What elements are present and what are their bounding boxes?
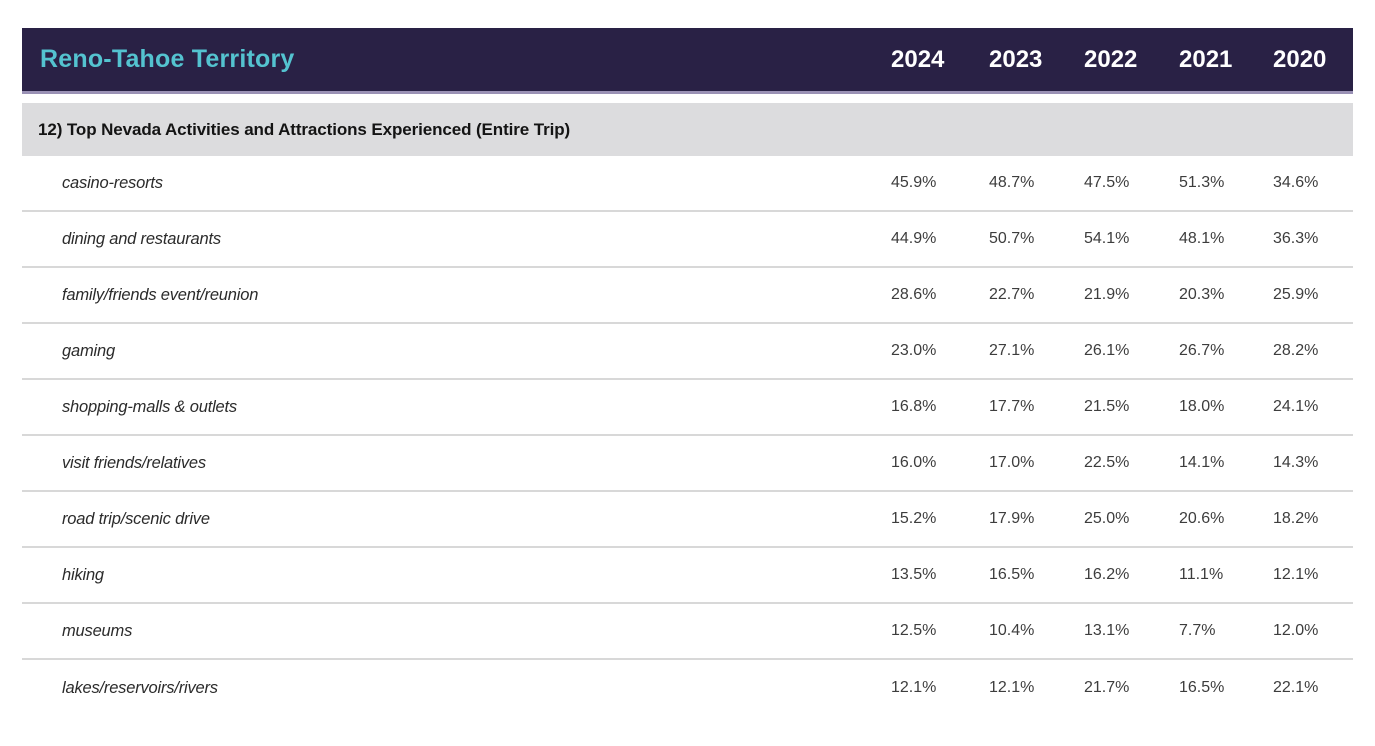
activities-table: Reno-Tahoe Territory 2024 2023 2022 2021… bbox=[22, 28, 1353, 716]
value-2022: 22.5% bbox=[1084, 454, 1130, 471]
value-2024: 12.1% bbox=[891, 679, 937, 696]
year-column-2022: 2022 bbox=[1084, 45, 1138, 73]
table-row: hiking 13.5% 16.5% 16.2% 11.1% 12.1% bbox=[22, 548, 1353, 604]
year-column-2024: 2024 bbox=[891, 45, 945, 73]
value-2023: 50.7% bbox=[989, 230, 1035, 247]
value-2022: 47.5% bbox=[1084, 174, 1130, 191]
value-2024: 15.2% bbox=[891, 510, 937, 527]
table-row: dining and restaurants 44.9% 50.7% 54.1%… bbox=[22, 212, 1353, 268]
value-2020: 12.1% bbox=[1273, 566, 1319, 583]
value-2020: 28.2% bbox=[1273, 342, 1319, 359]
value-2021: 51.3% bbox=[1179, 174, 1225, 191]
value-2021: 18.0% bbox=[1179, 398, 1225, 415]
row-label: lakes/reservoirs/rivers bbox=[62, 678, 218, 697]
value-2022: 26.1% bbox=[1084, 342, 1130, 359]
table-row: casino-resorts 45.9% 48.7% 47.5% 51.3% 3… bbox=[22, 156, 1353, 212]
value-2023: 12.1% bbox=[989, 679, 1035, 696]
value-2021: 16.5% bbox=[1179, 679, 1225, 696]
row-label: museums bbox=[62, 621, 133, 640]
table-body: casino-resorts 45.9% 48.7% 47.5% 51.3% 3… bbox=[22, 156, 1353, 716]
value-2022: 13.1% bbox=[1084, 622, 1130, 639]
value-2021: 48.1% bbox=[1179, 230, 1225, 247]
section-header: 12) Top Nevada Activities and Attraction… bbox=[22, 103, 1353, 156]
row-label: casino-resorts bbox=[62, 173, 163, 192]
section-title: 12) Top Nevada Activities and Attraction… bbox=[38, 119, 571, 139]
value-2023: 17.0% bbox=[989, 454, 1035, 471]
value-2020: 12.0% bbox=[1273, 622, 1319, 639]
value-2023: 48.7% bbox=[989, 174, 1035, 191]
value-2024: 12.5% bbox=[891, 622, 937, 639]
value-2020: 18.2% bbox=[1273, 510, 1319, 527]
value-2022: 21.7% bbox=[1084, 679, 1130, 696]
value-2024: 16.8% bbox=[891, 398, 937, 415]
value-2021: 11.1% bbox=[1179, 566, 1224, 583]
value-2021: 7.7% bbox=[1179, 622, 1216, 639]
value-2020: 24.1% bbox=[1273, 398, 1319, 415]
value-2024: 23.0% bbox=[891, 342, 937, 359]
value-2021: 14.1% bbox=[1179, 454, 1225, 471]
value-2024: 13.5% bbox=[891, 566, 937, 583]
value-2024: 44.9% bbox=[891, 230, 937, 247]
value-2023: 27.1% bbox=[989, 342, 1035, 359]
value-2021: 26.7% bbox=[1179, 342, 1225, 359]
value-2020: 22.1% bbox=[1273, 679, 1319, 696]
value-2024: 16.0% bbox=[891, 454, 937, 471]
table-row: lakes/reservoirs/rivers 12.1% 12.1% 21.7… bbox=[22, 660, 1353, 716]
year-column-2023: 2023 bbox=[989, 45, 1043, 73]
row-label: family/friends event/reunion bbox=[62, 285, 259, 304]
value-2020: 14.3% bbox=[1273, 454, 1319, 471]
value-2023: 16.5% bbox=[989, 566, 1035, 583]
value-2023: 17.9% bbox=[989, 510, 1035, 527]
value-2024: 45.9% bbox=[891, 174, 937, 191]
table-row: visit friends/relatives 16.0% 17.0% 22.5… bbox=[22, 436, 1353, 492]
value-2021: 20.3% bbox=[1179, 286, 1225, 303]
row-label: road trip/scenic drive bbox=[62, 509, 210, 528]
value-2020: 36.3% bbox=[1273, 230, 1319, 247]
value-2024: 28.6% bbox=[891, 286, 937, 303]
value-2022: 16.2% bbox=[1084, 566, 1130, 583]
value-2022: 21.9% bbox=[1084, 286, 1130, 303]
row-label: gaming bbox=[62, 341, 115, 360]
value-2020: 25.9% bbox=[1273, 286, 1319, 303]
table-row: road trip/scenic drive 15.2% 17.9% 25.0%… bbox=[22, 492, 1353, 548]
row-label: dining and restaurants bbox=[62, 229, 221, 248]
row-label: hiking bbox=[62, 565, 104, 584]
value-2021: 20.6% bbox=[1179, 510, 1225, 527]
value-2022: 21.5% bbox=[1084, 398, 1130, 415]
row-label: visit friends/relatives bbox=[62, 453, 206, 472]
value-2022: 25.0% bbox=[1084, 510, 1130, 527]
value-2023: 10.4% bbox=[989, 622, 1035, 639]
value-2023: 17.7% bbox=[989, 398, 1035, 415]
table-row: shopping-malls & outlets 16.8% 17.7% 21.… bbox=[22, 380, 1353, 436]
row-label: shopping-malls & outlets bbox=[62, 397, 237, 416]
table-row: museums 12.5% 10.4% 13.1% 7.7% 12.0% bbox=[22, 604, 1353, 660]
table-row: family/friends event/reunion 28.6% 22.7%… bbox=[22, 268, 1353, 324]
table-title: Reno-Tahoe Territory bbox=[40, 45, 295, 73]
table-header: Reno-Tahoe Territory 2024 2023 2022 2021… bbox=[22, 28, 1353, 94]
year-column-2020: 2020 bbox=[1273, 45, 1327, 73]
value-2023: 22.7% bbox=[989, 286, 1035, 303]
year-column-2021: 2021 bbox=[1179, 45, 1233, 73]
value-2022: 54.1% bbox=[1084, 230, 1130, 247]
value-2020: 34.6% bbox=[1273, 174, 1319, 191]
table-row: gaming 23.0% 27.1% 26.1% 26.7% 28.2% bbox=[22, 324, 1353, 380]
